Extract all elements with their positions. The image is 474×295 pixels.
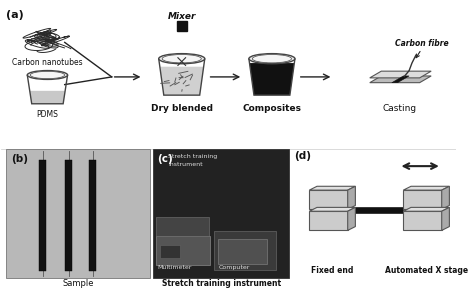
FancyBboxPatch shape xyxy=(156,236,210,265)
Polygon shape xyxy=(442,186,449,209)
Bar xyxy=(39,160,46,271)
FancyBboxPatch shape xyxy=(6,149,150,278)
Polygon shape xyxy=(370,71,431,78)
Polygon shape xyxy=(30,91,65,104)
Text: Mixer: Mixer xyxy=(167,12,196,21)
Text: (b): (b) xyxy=(11,154,28,164)
Polygon shape xyxy=(310,207,356,211)
Text: Fixed end: Fixed end xyxy=(311,266,354,275)
Polygon shape xyxy=(310,211,348,230)
Bar xyxy=(65,160,72,271)
Ellipse shape xyxy=(27,71,68,79)
Polygon shape xyxy=(160,67,204,95)
Ellipse shape xyxy=(159,54,205,64)
Polygon shape xyxy=(310,186,356,190)
FancyBboxPatch shape xyxy=(160,245,180,258)
Polygon shape xyxy=(403,186,449,190)
Ellipse shape xyxy=(252,55,292,63)
Polygon shape xyxy=(403,190,442,209)
Polygon shape xyxy=(403,211,442,230)
Polygon shape xyxy=(392,76,409,83)
Polygon shape xyxy=(403,207,449,211)
Text: Composites: Composites xyxy=(242,104,301,113)
Polygon shape xyxy=(249,63,294,95)
FancyBboxPatch shape xyxy=(156,217,209,236)
Polygon shape xyxy=(310,190,348,209)
Bar xyxy=(89,160,96,271)
Bar xyxy=(348,207,403,213)
Bar xyxy=(177,21,187,31)
FancyBboxPatch shape xyxy=(218,239,267,264)
Text: (a): (a) xyxy=(6,10,24,20)
Text: Stretch training: Stretch training xyxy=(168,154,218,159)
Polygon shape xyxy=(442,207,449,230)
Text: Automated X stage: Automated X stage xyxy=(385,266,468,275)
Text: (d): (d) xyxy=(294,151,311,161)
Polygon shape xyxy=(348,186,356,209)
Ellipse shape xyxy=(162,55,201,63)
Text: Casting: Casting xyxy=(383,104,417,113)
Text: Stretch training instrument: Stretch training instrument xyxy=(162,279,281,288)
Text: Carbon fibre: Carbon fibre xyxy=(395,39,448,48)
FancyBboxPatch shape xyxy=(153,149,289,278)
Text: Computer: Computer xyxy=(218,265,250,270)
Ellipse shape xyxy=(249,54,295,64)
Ellipse shape xyxy=(30,71,64,79)
Polygon shape xyxy=(348,207,356,230)
Text: Sample: Sample xyxy=(63,279,94,288)
Text: PDMS: PDMS xyxy=(36,111,58,119)
Text: instrument: instrument xyxy=(168,162,203,167)
Polygon shape xyxy=(370,76,431,83)
Text: Carbon nanotubes: Carbon nanotubes xyxy=(12,58,83,67)
FancyBboxPatch shape xyxy=(214,231,276,270)
Text: Multimeter: Multimeter xyxy=(158,265,192,270)
Text: (c): (c) xyxy=(157,154,173,164)
Text: Dry blended: Dry blended xyxy=(151,104,213,113)
